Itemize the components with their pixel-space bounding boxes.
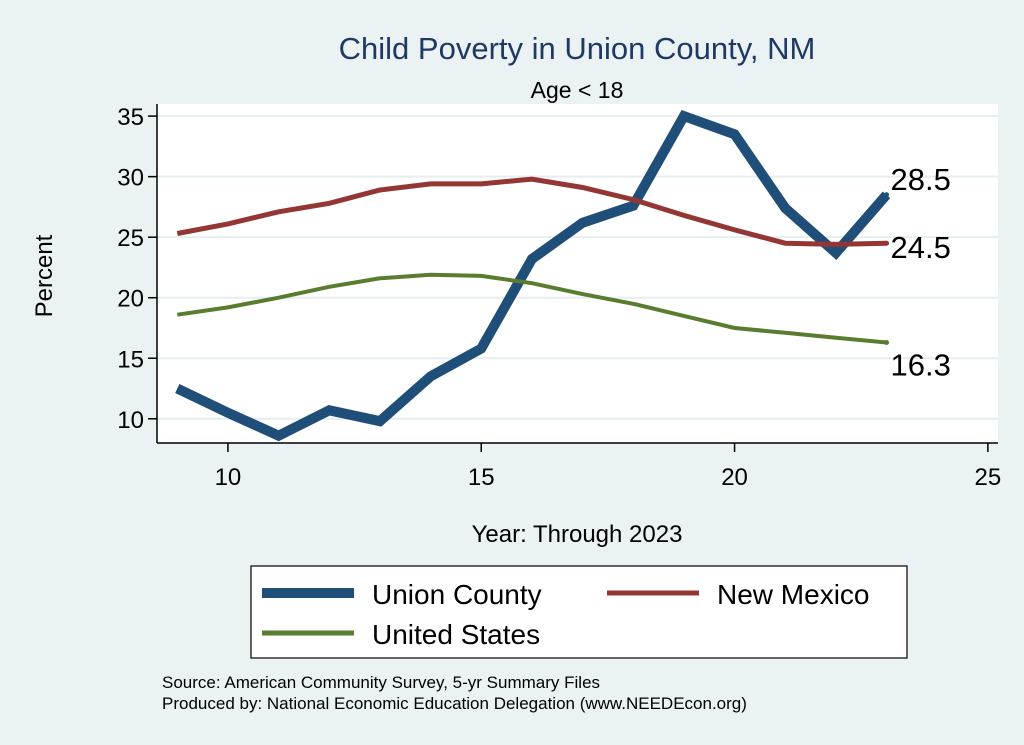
plot-area [157,104,998,443]
end-label-new-mexico: 24.5 [891,230,951,265]
x-tick-label: 25 [975,464,1002,491]
x-tick-label: 15 [468,464,495,491]
legend: Union County New Mexico United States [250,565,908,659]
y-tick-label: 20 [117,286,144,313]
series-lines [175,109,891,442]
end-label-united-states: 16.3 [891,348,951,383]
series-line-united-states [177,272,887,345]
series-line-new-mexico [176,176,887,247]
y-tick-label: 10 [117,407,144,434]
y-tick-label: 15 [117,346,144,373]
legend-label-new-mexico: New Mexico [717,579,869,610]
end-label-union-county: 28.5 [891,162,951,197]
y-tick-label: 25 [117,225,144,252]
end-labels: 28.5 24.5 16.3 [891,162,951,383]
data-point [884,192,890,198]
chart-subtitle: Age < 18 [531,77,624,103]
y-tick-label: 35 [117,104,144,131]
y-axis: 10 15 20 25 30 35 [117,104,157,434]
legend-label-united-states: United States [372,619,540,650]
source-note: Source: American Community Survey, 5-yr … [162,673,600,692]
x-axis: 10 15 20 25 [215,443,1002,491]
x-axis-title: Year: Through 2023 [472,521,683,548]
y-axis-title: Percent [31,234,58,317]
x-tick-label: 10 [215,464,242,491]
produced-by-note: Produced by: National Economic Education… [162,694,747,713]
series-line-union-county [175,109,891,442]
chart-title: Child Poverty in Union County, NM [339,31,816,66]
data-point [884,240,890,246]
legend-label-union-county: Union County [372,579,542,610]
gridlines [157,115,998,420]
data-point [884,340,890,346]
y-tick-label: 30 [117,165,144,192]
x-tick-label: 20 [721,464,748,491]
legend-box [250,565,908,659]
